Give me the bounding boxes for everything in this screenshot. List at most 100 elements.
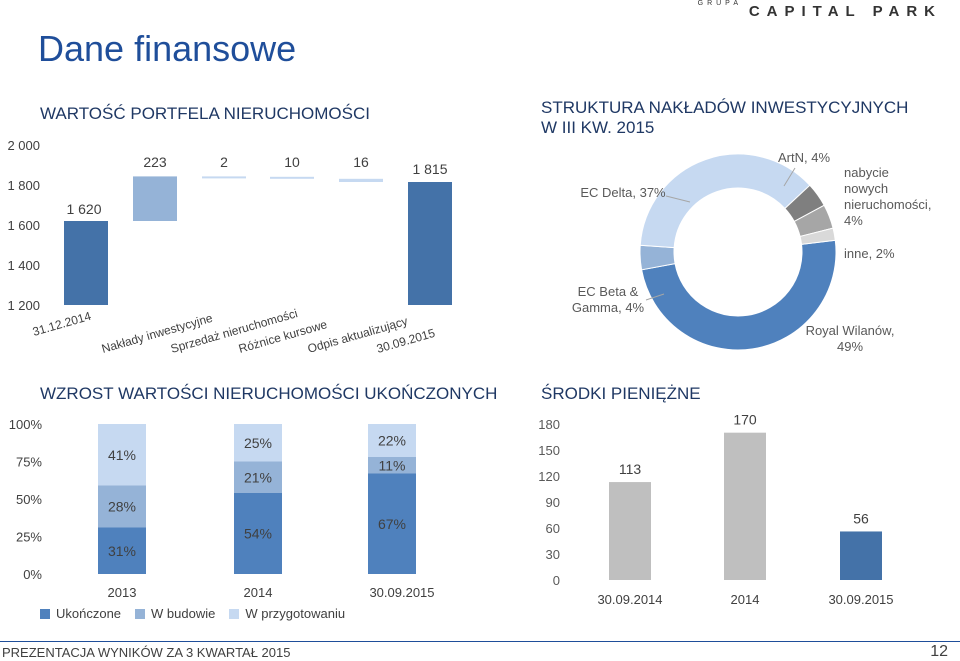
- growth-bar-segment: [234, 493, 282, 574]
- growth-bar-segment: [368, 473, 416, 574]
- capex-label-royal-wilanow-pct: 49%: [837, 339, 863, 354]
- capex-leader-line: [665, 195, 691, 203]
- capex-chart-title: STRUKTURA NAKŁADÓW INWESTYCYJNYCH W III …: [541, 98, 908, 138]
- growth-category-label: 30.09.2015: [369, 585, 434, 600]
- growth-bar-segment: [98, 424, 146, 486]
- portfolio-ytick: 1 800: [7, 178, 40, 193]
- cash-value-label: 170: [733, 412, 757, 428]
- portfolio-category-label: 31.12.2014: [31, 309, 93, 339]
- growth-category-label: 2014: [244, 585, 273, 600]
- growth-ytick: 25%: [16, 530, 42, 545]
- brand-group-label: GRUPA: [697, 0, 742, 7]
- brand-name: CAPITAL PARK: [748, 3, 942, 20]
- growth-ytick: 50%: [16, 492, 42, 507]
- portfolio-ytick: 1 600: [7, 218, 40, 233]
- capex-leader-line: [645, 293, 665, 301]
- portfolio-bar: [64, 221, 108, 305]
- portfolio-bar: [408, 182, 452, 305]
- cash-category-label: 30.09.2015: [828, 592, 893, 607]
- cash-bar: [724, 432, 766, 580]
- growth-stacked-chart: 0% 25% 50% 75% 100% 31% 28% 41% 2013 54% 21% 25% 201…: [9, 417, 435, 600]
- growth-value-label: 54%: [244, 526, 272, 542]
- portfolio-value-label: 2: [220, 154, 228, 170]
- capex-label-ec-beta-pct: Gamma, 4%: [572, 300, 645, 315]
- capex-label-ec-beta: EC Beta &: [578, 284, 639, 299]
- capex-label-nabycie: nabycie: [844, 165, 889, 180]
- growth-bar-segment: [98, 527, 146, 574]
- cash-bar-chart: 0 30 60 90 120 150 180 113 30.09.2014 170 2014 56 30…: [538, 412, 893, 607]
- portfolio-ytick: 1 400: [7, 258, 40, 273]
- portfolio-value-label: 1 620: [66, 201, 101, 217]
- growth-bar-segment: [98, 485, 146, 528]
- growth-ytick: 0%: [23, 567, 42, 582]
- growth-bar-segment: [234, 461, 282, 493]
- legend-label-w-budowie: W budowie: [151, 606, 216, 621]
- growth-value-label: 67%: [378, 516, 406, 532]
- capex-label-artn: ArtN, 4%: [778, 150, 830, 165]
- portfolio-value-label: 16: [353, 154, 369, 170]
- portfolio-value-label: 223: [143, 154, 167, 170]
- capex-leader-line: [783, 167, 796, 187]
- cash-bar: [840, 531, 882, 580]
- brand-logo: GRUPA CAPITAL PARK: [642, 0, 942, 20]
- cash-category-label: 30.09.2014: [597, 592, 662, 607]
- portfolio-bar: [202, 176, 246, 179]
- portfolio-value-label: 1 815: [412, 161, 447, 177]
- cash-value-label: 56: [853, 510, 869, 526]
- legend-swatch-w-przygotowaniu: [229, 608, 240, 619]
- portfolio-chart-title: WARTOŚĆ PORTFELA NIERUCHOMOŚCI: [40, 104, 370, 123]
- growth-value-label: 28%: [108, 499, 136, 515]
- capex-label-nabycie: 4%: [844, 213, 863, 228]
- footer-text: PREZENTACJA WYNIKÓW ZA 3 KWARTAŁ 2015: [2, 645, 291, 660]
- growth-ytick: 100%: [9, 417, 43, 432]
- cash-ytick: 120: [538, 469, 560, 484]
- cash-ytick: 60: [546, 521, 560, 536]
- page-title: Dane finansowe: [38, 28, 297, 69]
- growth-bar-segment: [234, 424, 282, 462]
- capex-title-line2: W III KW. 2015: [541, 118, 655, 137]
- capex-label-nabycie: nieruchomości,: [844, 197, 931, 212]
- growth-value-label: 22%: [378, 433, 406, 449]
- portfolio-ytick: 1 200: [7, 298, 40, 313]
- growth-ytick: 75%: [16, 455, 42, 470]
- portfolio-bar: [339, 178, 383, 182]
- growth-value-label: 11%: [379, 457, 406, 473]
- legend-swatch-ukonczone: [40, 608, 50, 619]
- capex-label-ec-delta: EC Delta, 37%: [580, 185, 666, 200]
- cash-ytick: 180: [538, 417, 560, 432]
- growth-bar-segment: [368, 457, 416, 474]
- cash-ytick: 90: [546, 495, 560, 510]
- portfolio-waterfall-chart: 1 200 1 400 1 600 1 800 2 000 1 620 223 2 10 16 1 …: [7, 138, 452, 356]
- cash-ytick: 150: [538, 443, 560, 458]
- page-number: 12: [930, 643, 948, 660]
- portfolio-bar: [270, 176, 314, 179]
- growth-legend: Ukończone W budowie W przygotowaniu: [40, 606, 345, 621]
- cash-ytick: 30: [546, 547, 560, 562]
- growth-value-label: 21%: [244, 469, 272, 485]
- growth-value-label: 31%: [108, 543, 136, 559]
- growth-value-label: 25%: [244, 435, 272, 451]
- cash-value-label: 113: [619, 461, 642, 477]
- legend-label-w-przygotowaniu: W przygotowaniu: [245, 606, 346, 621]
- growth-chart-title: WZROST WARTOŚCI NIERUCHOMOŚCI UKOŃCZONYC…: [40, 384, 498, 403]
- capex-label-nabycie: nowych: [844, 181, 888, 196]
- cash-chart-title: ŚRODKI PIENIĘŻNE: [541, 384, 701, 403]
- cash-bar: [609, 482, 651, 580]
- capex-label-royal-wilanow: Royal Wilanów,: [806, 323, 895, 338]
- legend-label-ukonczone: Ukończone: [56, 606, 122, 621]
- growth-category-label: 2013: [108, 585, 137, 600]
- capex-slice: [639, 153, 811, 249]
- portfolio-value-label: 10: [284, 154, 300, 170]
- capex-title-line1: STRUKTURA NAKŁADÓW INWESTYCYJNYCH: [541, 98, 909, 117]
- capex-slice: [641, 239, 837, 351]
- cash-ytick: 0: [553, 573, 560, 588]
- capex-donut-chart: Royal Wilanów,49% EC Beta &Gamma, 4% EC De…: [572, 150, 932, 354]
- capex-slice: [799, 227, 836, 245]
- growth-bar-segment: [368, 424, 416, 457]
- footer-divider: [0, 641, 960, 642]
- legend-swatch-w-budowie: [135, 608, 146, 619]
- portfolio-ytick: 2 000: [7, 138, 40, 153]
- cash-category-label: 2014: [731, 592, 760, 607]
- capex-label-inne: inne, 2%: [844, 246, 895, 261]
- growth-value-label: 41%: [108, 447, 136, 463]
